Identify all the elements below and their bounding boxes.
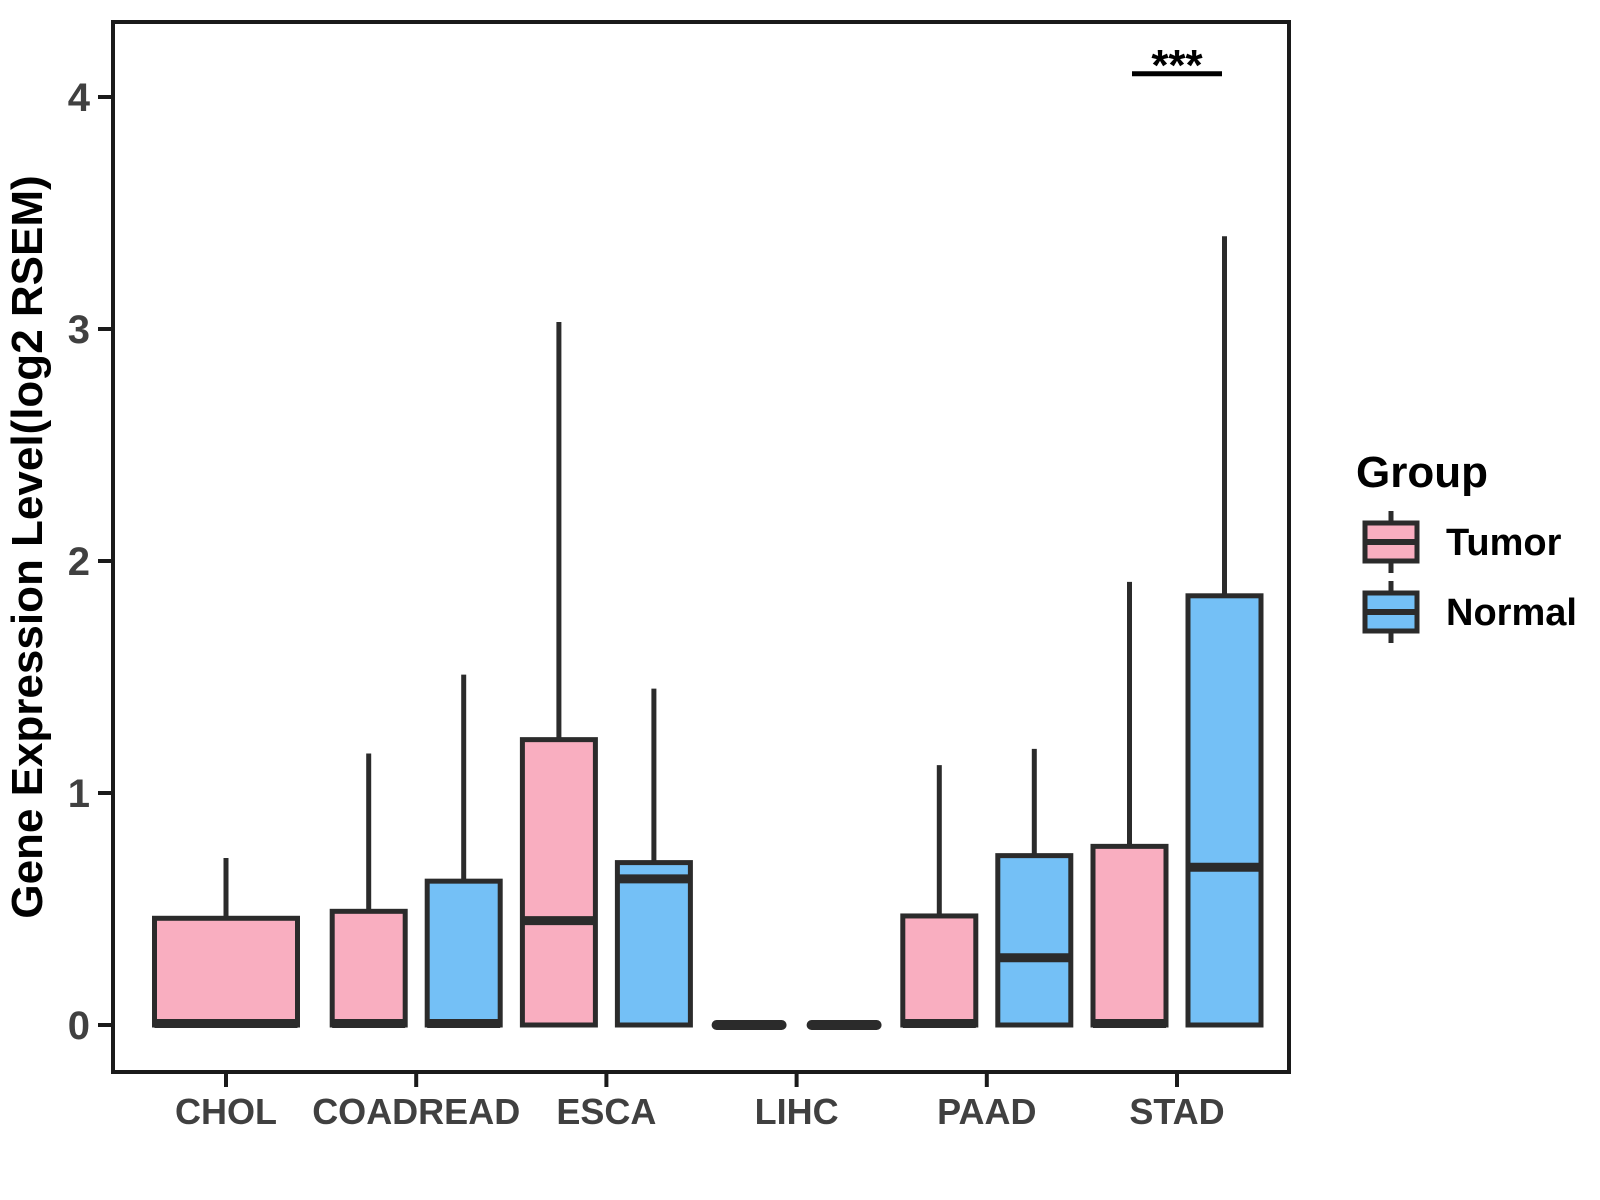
y-tick-label: 3 [68,308,90,352]
legend-item-normal: Normal [1362,581,1577,643]
x-tick-label-coadread: COADREAD [312,1091,520,1132]
x-tick-label-paad: PAAD [937,1091,1036,1132]
box-esca-normal [614,860,693,1028]
y-tick-label: 4 [68,76,91,120]
box-esca-tumor [519,737,598,1028]
panel-border [111,20,1291,1074]
x-tick-label-lihc: LIHC [755,1091,839,1132]
x-tick-label-chol: CHOL [175,1091,277,1132]
box-stad-tumor [1090,843,1169,1028]
box-chol-tumor [152,915,300,1028]
legend-title: Group [1356,448,1488,497]
x-tick-label-stad: STAD [1129,1091,1224,1132]
box-coadread-normal [424,878,503,1028]
x-tick-label-esca: ESCA [556,1091,656,1132]
legend-label-normal: Normal [1446,592,1577,634]
box-coadread-tumor [329,908,408,1028]
y-tick-label: 1 [68,772,90,816]
box-paad-tumor [900,913,979,1028]
box-paad-normal [995,853,1074,1028]
y-tick-label: 2 [68,540,90,584]
legend-item-tumor: Tumor [1362,511,1562,573]
box-stad-normal [1185,593,1264,1028]
legend-label-tumor: Tumor [1446,522,1562,564]
y-tick-label: 0 [68,1004,90,1048]
y-axis-title: Gene Expression Level(log2 RSEM) [3,175,52,918]
significance-stars: *** [1151,41,1203,90]
